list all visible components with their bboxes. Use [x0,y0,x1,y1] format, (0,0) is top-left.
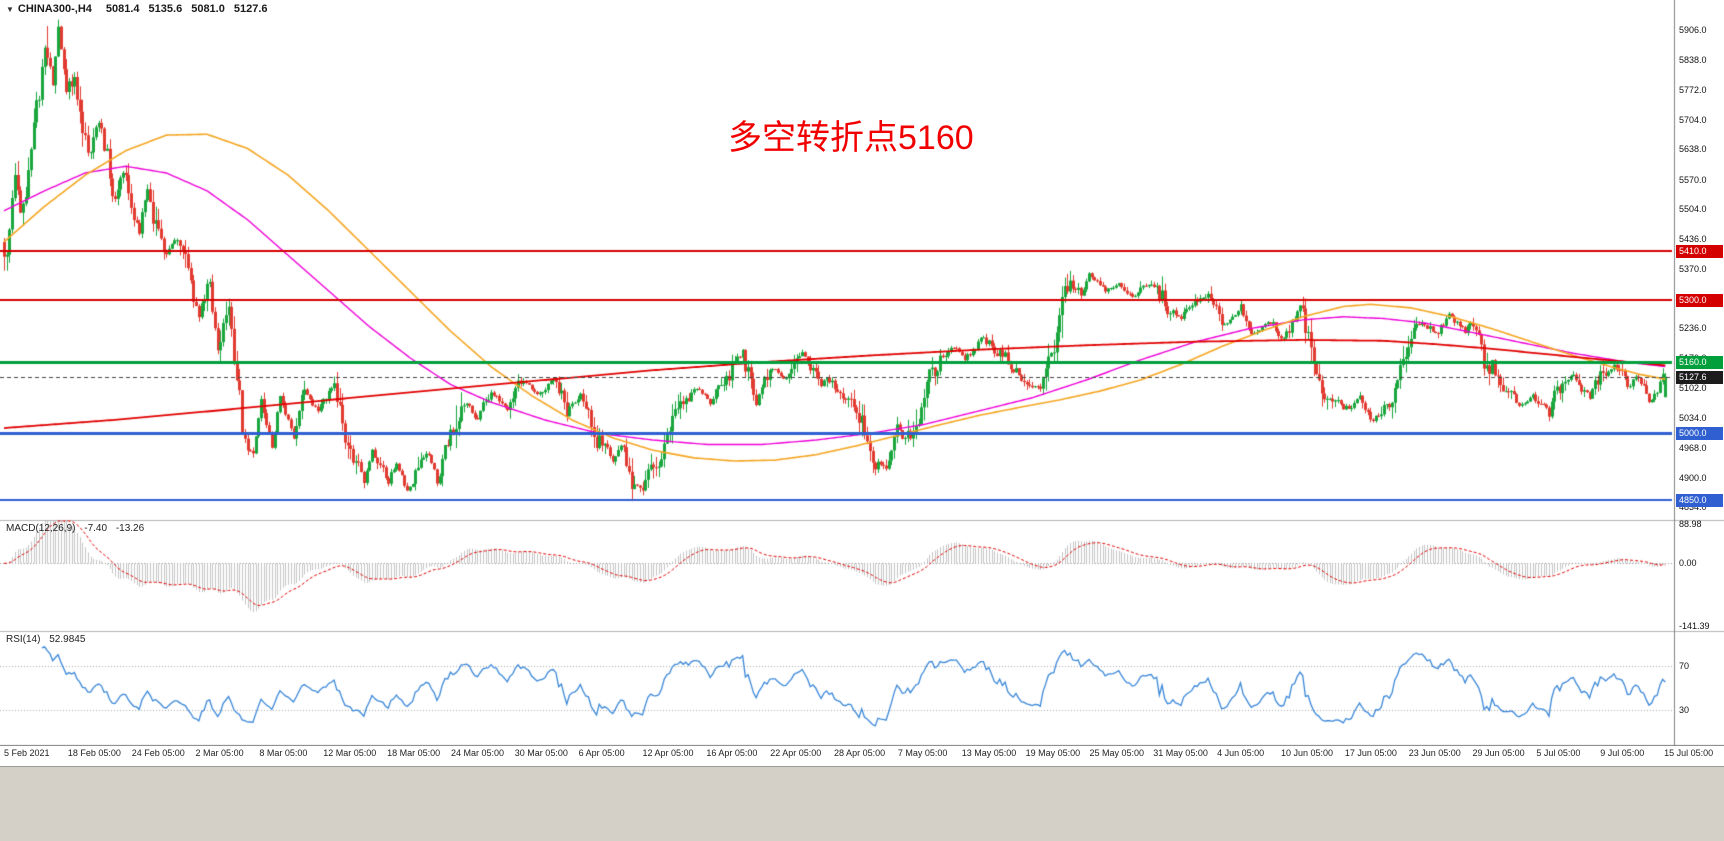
indicator-rsi-label: RSI(14) 52.9845 [6,634,91,645]
time-axis-label: 15 Jul 05:00 [1664,748,1714,758]
time-axis-label: 12 Apr 05:00 [642,748,694,758]
time-axis-label: 22 Apr 05:00 [770,748,822,758]
price-axis-tick: 5436.0 [1679,234,1707,245]
macd-axis-tick: -141.39 [1679,621,1710,632]
price-axis-tick: 5370.0 [1679,263,1707,274]
time-axis-label: 6 Apr 05:00 [578,748,625,758]
time-axis-label: 16 Apr 05:00 [706,748,758,758]
level-price-tag: 5000.0 [1676,427,1723,441]
time-axis-label: 18 Feb 05:00 [67,748,121,758]
time-axis-label: 28 Apr 05:00 [834,748,886,758]
time-axis-label: 18 Mar 05:00 [387,748,441,758]
price-axis-tick: 5838.0 [1679,55,1707,66]
time-axis-label: 24 Mar 05:00 [450,748,504,758]
time-axis[interactable]: 5 Feb 2021 18 Feb 05:00 24 Feb 05:00 2 Mar … [0,746,1724,766]
price-axis-tick: 5034.0 [1679,413,1707,424]
price-axis-tick: 5638.0 [1679,144,1707,155]
time-axis-label: 7 May 05:00 [897,748,948,758]
price-axis-tick: 5906.0 [1679,25,1707,36]
time-axis-label: 5 Jul 05:00 [1536,748,1581,758]
macd-title: MACD(12,26,9) [6,523,76,534]
time-axis-label: 4 Jun 05:00 [1217,748,1265,758]
price-axis-tick: 5772.0 [1679,84,1707,95]
ohlc-low-value: 5081.0 [191,3,225,15]
chart-header: ▼ CHINA300-,H4 5081.4 5135.6 5081.0 5127… [6,3,277,15]
macd-signal-value: -13.26 [115,523,145,534]
price-chart-canvas[interactable] [0,0,1724,746]
level-price-tag: 5410.0 [1676,244,1723,258]
time-axis-label: 8 Mar 05:00 [259,748,308,758]
symbol-title: CHINA300-,H4 [17,3,92,15]
time-axis-label: 17 Jun 05:00 [1344,748,1397,758]
ohlc-high-value: 5135.6 [148,3,183,15]
time-axis-label: 30 Mar 05:00 [514,748,568,758]
macd-main-value: -7.40 [84,523,108,534]
indicator-macd-label: MACD(12,26,9) -7.40 -13.26 [6,523,150,534]
time-axis-label: 9 Jul 05:00 [1600,748,1645,758]
price-axis-tick: 5504.0 [1679,204,1707,215]
price-axis-tick: 4834.0 [1679,502,1707,513]
macd-axis-tick: 0.00 [1679,558,1697,569]
price-axis-tick: 5102.0 [1679,382,1707,393]
current-price-tag: 5127.6 [1676,370,1723,384]
level-price-tag: 5300.0 [1676,293,1723,307]
time-axis-label: 19 May 05:00 [1025,748,1081,758]
symbol-dropdown-icon[interactable]: ▼ [6,4,14,14]
time-axis-label: 23 Jun 05:00 [1408,748,1461,758]
level-price-tag: 5160.0 [1676,356,1723,370]
time-axis-label: 2 Mar 05:00 [195,748,244,758]
rsi-axis-tick: 70 [1679,660,1690,671]
time-axis-label: 10 Jun 05:00 [1281,748,1334,758]
price-axis[interactable]: 5906.0 5838.0 5772.0 5704.0 5638.0 5570.0 5504… [1676,0,1724,746]
price-axis-tick: 5236.0 [1679,323,1707,334]
price-axis-tick: 5704.0 [1679,114,1707,125]
annotation-text[interactable]: 多空转折点5160 [728,119,974,157]
time-axis-label: 25 May 05:00 [1089,748,1144,758]
time-axis-label: 29 Jun 05:00 [1472,748,1525,758]
ohlc-open-value: 5081.4 [105,3,140,15]
price-axis-tick: 4968.0 [1679,442,1707,453]
price-axis-tick: 4900.0 [1679,472,1707,483]
rsi-axis-tick: 30 [1679,705,1690,716]
window-footer [0,766,1724,841]
price-axis-tick: 5570.0 [1679,174,1707,185]
ohlc-close-value: 5127.6 [233,3,268,15]
time-axis-label: 13 May 05:00 [961,748,1017,758]
level-price-tag: 4850.0 [1676,494,1723,508]
rsi-value: 52.9845 [49,634,86,645]
time-axis-label: 24 Feb 05:00 [131,748,185,758]
time-axis-label: 31 May 05:00 [1153,748,1208,758]
time-axis-label: 5 Feb 2021 [4,748,50,758]
macd-axis-tick: 88.98 [1679,518,1702,529]
rsi-title: RSI(14) [6,634,41,645]
time-axis-label: 12 Mar 05:00 [323,748,377,758]
